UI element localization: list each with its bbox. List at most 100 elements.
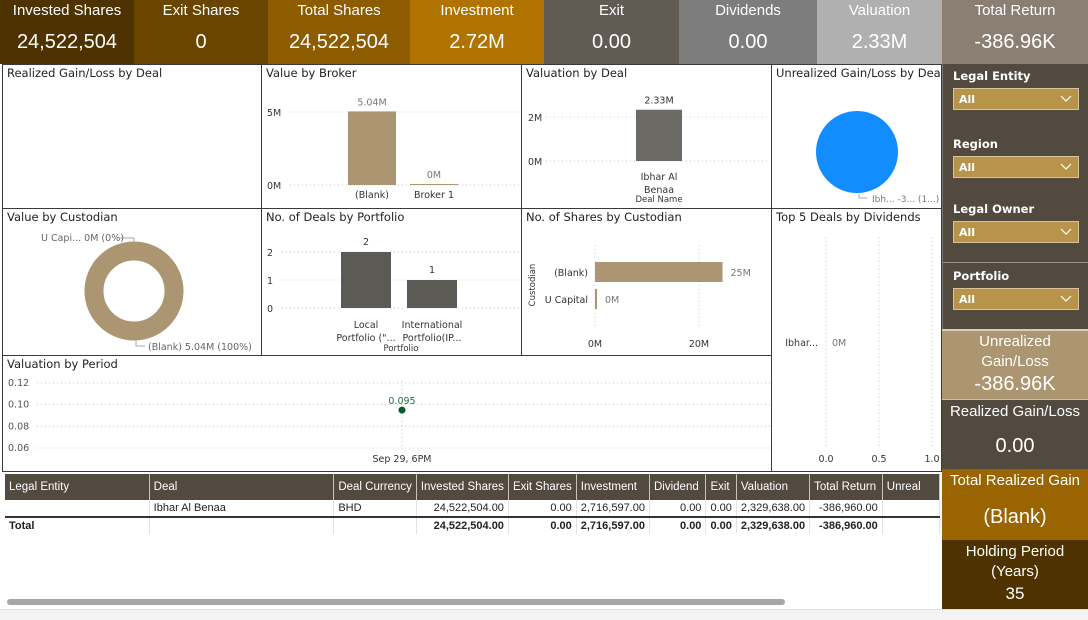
deals-table[interactable]: Legal Entity Deal Deal Currency Invested… (5, 474, 940, 536)
table-cell: Ibhar Al Benaa (149, 500, 335, 518)
column-header[interactable]: Investment (576, 474, 650, 500)
table-cell (149, 517, 335, 534)
table-cell: 2,716,597.00 (576, 500, 650, 518)
kpi-unrealized-gain-loss[interactable]: Unrealized Gain/Loss -386.96K (942, 329, 1088, 399)
legal-entity-dropdown[interactable]: All (953, 88, 1079, 110)
kpi-total-return[interactable]: Total Return -386.96K (942, 0, 1088, 64)
chevron-down-icon (1060, 163, 1072, 170)
panel-valuation-by-period[interactable]: Valuation by Period 0.06 0.08 0.10 0.12 0.09… (2, 355, 772, 472)
table-cell: -386,960.00 (809, 517, 883, 534)
shares-by-custodian-chart[interactable]: 0M 20M 25M (Blank) 0M U Capital Custodian (522, 209, 770, 354)
kpi-exit[interactable]: Exit 0.00 (544, 0, 679, 64)
kpi-label: Gain/Loss (981, 353, 1049, 370)
kpi-label: Total Shares (297, 2, 381, 19)
table-cell (882, 500, 940, 518)
kpi-value: 0.00 (592, 31, 631, 53)
bar[interactable] (636, 109, 682, 161)
data-label: 25M (731, 268, 751, 279)
filter-label: Legal Entity (953, 69, 1031, 83)
value-by-custodian-donut[interactable]: U Capi... 0M (0%) (Blank) 5.04M (100%) (3, 209, 261, 354)
kpi-dividends[interactable]: Dividends 0.00 (679, 0, 817, 64)
x-tick-label: 1.0 (924, 454, 939, 465)
kpi-total-realized-gain[interactable]: Total Realized Gain (Blank) (942, 469, 1088, 540)
value-by-broker-chart[interactable]: 0M 5M 5.04M (Blank) 0M Broker 1 (262, 65, 520, 208)
table-cell: 0.00 (508, 500, 577, 518)
kpi-value: 24,522,504 (288, 31, 390, 53)
chevron-down-icon (1060, 295, 1072, 302)
bar[interactable] (407, 280, 457, 308)
panel-top5-deals-by-dividends[interactable]: Top 5 Deals by Dividends 0.0 0.5 1.0 Ibhar.… (771, 208, 942, 472)
bar[interactable] (341, 252, 391, 308)
column-header[interactable]: Invested Shares (416, 474, 509, 500)
kpi-investment[interactable]: Investment 2.72M (410, 0, 544, 64)
bar[interactable] (410, 184, 458, 185)
table-cell: -386,960.00 (809, 500, 883, 518)
column-header[interactable]: Exit Shares (508, 474, 577, 500)
y-tick-label: 0.08 (8, 421, 29, 432)
y-axis-title: Custodian (528, 264, 538, 307)
leader-line (120, 237, 135, 242)
panel-title: Realized Gain/Loss by Deal (7, 66, 163, 80)
status-bar (0, 609, 1088, 620)
panel-value-by-broker[interactable]: Value by Broker 0M 5M 5.04M (Blank) 0M Broker… (261, 64, 522, 210)
column-header[interactable]: Dividend (649, 474, 707, 500)
panel-title: Valuation by Period (7, 357, 118, 371)
data-label: 0M (605, 295, 619, 306)
dropdown-value: All (959, 226, 976, 239)
table-cell: Total (5, 517, 150, 534)
top5-dividends-chart[interactable]: 0.0 0.5 1.0 Ibhar... 0M (772, 209, 940, 470)
bar[interactable] (595, 262, 723, 282)
category-label: U Capital (545, 295, 588, 306)
leader-line (135, 340, 145, 347)
dropdown-value: All (959, 161, 976, 174)
panel-deals-by-portfolio[interactable]: No. of Deals by Portfolio 0 1 2 2 Local Portf… (261, 208, 522, 356)
dropdown-value: All (959, 93, 976, 106)
panel-value-by-custodian[interactable]: Value by Custodian U Capi... 0M (0%) (Bla… (2, 208, 262, 356)
panel-valuation-by-deal[interactable]: Valuation by Deal 0M 2M 2.33M Ibhar Al Benaa… (521, 64, 772, 210)
bar[interactable] (595, 289, 597, 309)
kpi-realized-gain-loss[interactable]: Realized Gain/Loss 0.00 (942, 399, 1088, 469)
y-tick-label: 0M (267, 181, 281, 192)
column-header[interactable]: Unreal (882, 474, 940, 500)
column-header[interactable]: Exit (705, 474, 737, 500)
kpi-value: 0 (195, 31, 207, 53)
y-tick-label: 2 (267, 248, 273, 259)
column-header[interactable]: Valuation (736, 474, 811, 500)
divider (943, 262, 1088, 263)
panel-realized-gain-loss-by-deal[interactable]: Realized Gain/Loss by Deal (2, 64, 262, 210)
portfolio-dropdown[interactable]: All (953, 288, 1079, 310)
legal-owner-dropdown[interactable]: All (953, 221, 1079, 243)
horizontal-scrollbar[interactable] (7, 599, 785, 605)
bar[interactable] (348, 111, 396, 185)
kpi-valuation[interactable]: Valuation 2.33M (817, 0, 942, 64)
deals-by-portfolio-chart[interactable]: 0 1 2 2 Local Portfolio ("... 1 International Po… (262, 209, 520, 354)
column-header[interactable]: Legal Entity (5, 474, 150, 500)
kpi-exit-shares[interactable]: Exit Shares 0 (134, 0, 268, 64)
column-header[interactable]: Deal Currency (333, 474, 417, 500)
kpi-holding-period[interactable]: Holding Period (Years) 35 (942, 540, 1088, 609)
donut-slice[interactable] (84, 241, 184, 341)
kpi-invested-shares[interactable]: Invested Shares 24,522,504 (0, 0, 134, 64)
kpi-label: Dividends (715, 2, 781, 19)
unrealized-by-deal-pie[interactable]: Ibh... -3... (1...) (772, 65, 940, 208)
data-label: 2 (363, 237, 369, 248)
valuation-by-period-chart[interactable]: 0.06 0.08 0.10 0.12 0.095 Sep 29, 6PM (3, 356, 770, 470)
panel-title: Value by Custodian (7, 210, 118, 224)
y-tick-label: 0.12 (8, 378, 29, 389)
table-cell (5, 500, 150, 518)
x-tick-label: 0.0 (818, 454, 833, 465)
table-cell: 0.00 (705, 517, 737, 534)
table-row[interactable]: Ibhar Al Benaa BHD 24,522,504.00 0.00 2,… (5, 500, 940, 518)
column-header[interactable]: Deal (149, 474, 335, 500)
kpi-value: 35 (1005, 584, 1025, 603)
column-header[interactable]: Total Return (809, 474, 883, 500)
kpi-total-shares[interactable]: Total Shares 24,522,504 (268, 0, 410, 64)
panel-shares-by-custodian[interactable]: No. of Shares by Custodian 0M 20M 25M (Blan… (521, 208, 772, 356)
pie-slice[interactable] (816, 111, 898, 193)
data-point[interactable] (398, 406, 406, 414)
category-label: International (402, 320, 463, 331)
region-dropdown[interactable]: All (953, 156, 1079, 178)
filter-panel: Legal Entity All Region All Legal Owner … (942, 64, 1088, 329)
panel-unrealized-gain-loss-by-deal[interactable]: Unrealized Gain/Loss by Deal Ibh... -3..… (771, 64, 942, 210)
